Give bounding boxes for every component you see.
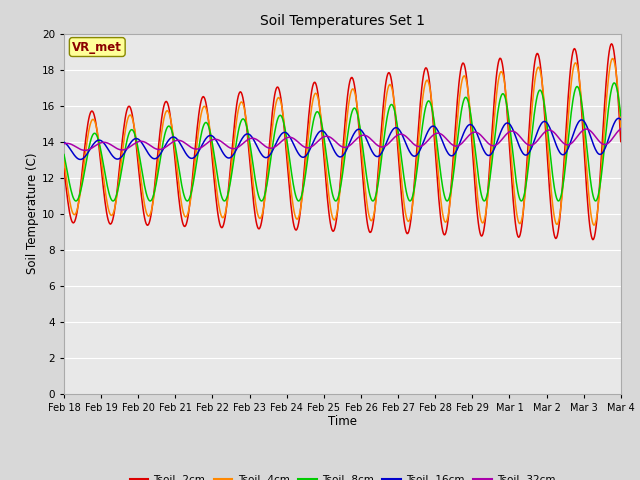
Title: Soil Temperatures Set 1: Soil Temperatures Set 1: [260, 14, 425, 28]
Y-axis label: Soil Temperature (C): Soil Temperature (C): [26, 153, 39, 275]
Legend: Tsoil -2cm, Tsoil -4cm, Tsoil -8cm, Tsoil -16cm, Tsoil -32cm: Tsoil -2cm, Tsoil -4cm, Tsoil -8cm, Tsoi…: [125, 471, 559, 480]
Text: VR_met: VR_met: [72, 40, 122, 54]
X-axis label: Time: Time: [328, 415, 357, 429]
